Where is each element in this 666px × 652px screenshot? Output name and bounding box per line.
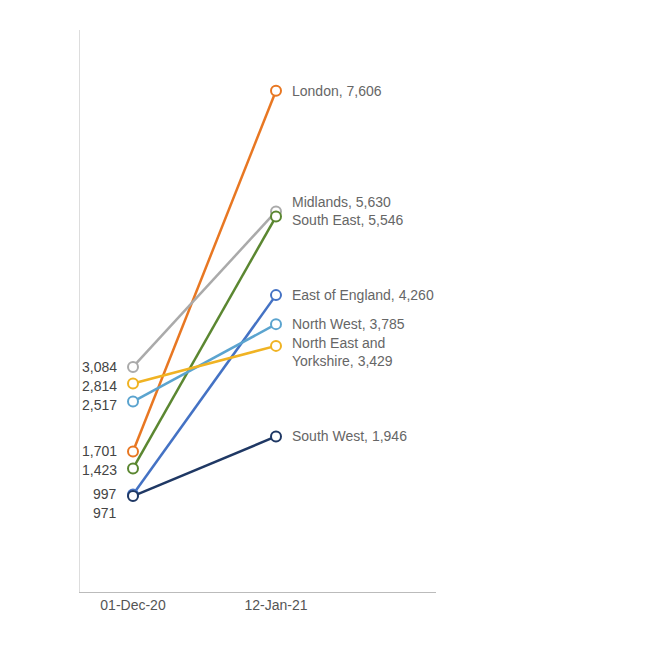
- svg-text:12-Jan-21: 12-Jan-21: [244, 597, 307, 613]
- svg-text:North West, 3,785: North West, 3,785: [292, 316, 405, 332]
- svg-text:East of England, 4,260: East of England, 4,260: [292, 287, 434, 303]
- svg-text:Midlands, 5,630South East, 5,5: Midlands, 5,630South East, 5,546: [292, 194, 404, 228]
- svg-text:London, 7,606: London, 7,606: [292, 83, 382, 99]
- svg-text:North East andYorkshire, 3,429: North East andYorkshire, 3,429: [292, 335, 393, 369]
- svg-text:South West, 1,946: South West, 1,946: [292, 428, 407, 444]
- svg-text:971: 971: [93, 505, 117, 521]
- svg-text:2,814: 2,814: [82, 378, 117, 394]
- svg-text:997: 997: [93, 486, 117, 502]
- svg-text:01-Dec-20: 01-Dec-20: [100, 597, 166, 613]
- svg-text:3,084: 3,084: [82, 359, 117, 375]
- svg-text:1,701: 1,701: [82, 443, 117, 459]
- svg-text:2,517: 2,517: [82, 397, 117, 413]
- svg-text:1,423: 1,423: [82, 462, 117, 478]
